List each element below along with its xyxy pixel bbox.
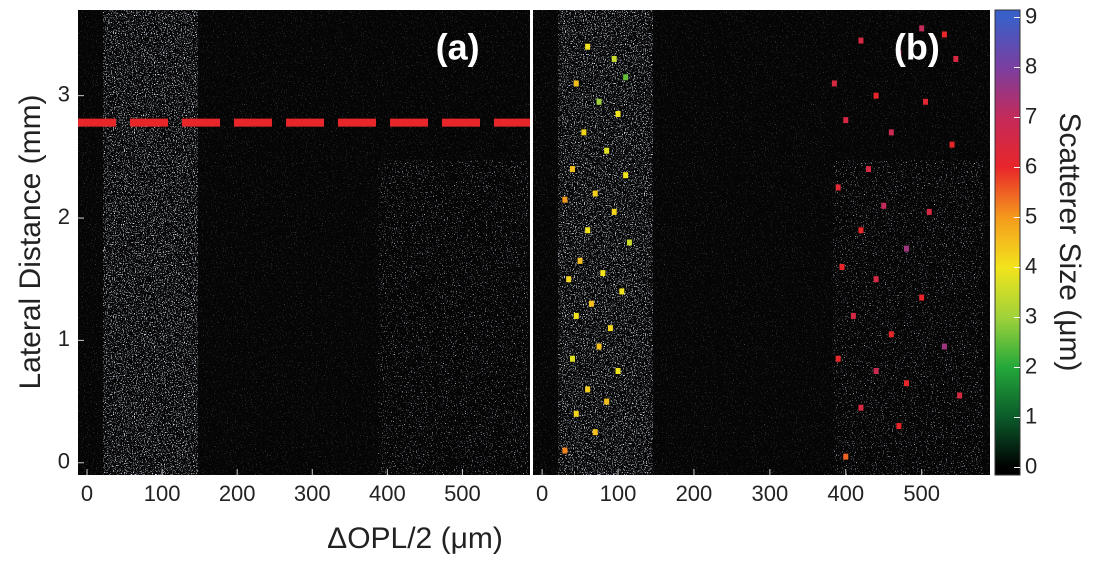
scatterer bbox=[957, 392, 963, 399]
colorbar-tick-label: 0 bbox=[1025, 453, 1037, 478]
speckle bbox=[78, 10, 530, 475]
scatterer bbox=[615, 111, 621, 118]
panel-label: (a) bbox=[436, 27, 480, 68]
x-tick-label: 0 bbox=[536, 481, 548, 506]
colorbar-tick-label: 1 bbox=[1025, 403, 1037, 428]
scatterer bbox=[607, 325, 613, 332]
colorbar-tick-label: 4 bbox=[1025, 253, 1037, 278]
scatterer bbox=[596, 98, 602, 105]
scatterer bbox=[623, 74, 629, 81]
y-tick-label: 0 bbox=[58, 449, 70, 474]
scatterer bbox=[835, 355, 841, 362]
scatterer bbox=[919, 25, 925, 32]
colorbar-tick-label: 5 bbox=[1025, 203, 1037, 228]
y-tick-label: 3 bbox=[58, 81, 70, 106]
x-tick-label: 200 bbox=[676, 481, 713, 506]
scatterer bbox=[569, 355, 575, 362]
scatterer bbox=[611, 208, 617, 215]
x-tick-label: 300 bbox=[294, 481, 331, 506]
scatterer bbox=[566, 276, 572, 283]
scatterer bbox=[881, 202, 887, 209]
colorbar-tick-label: 8 bbox=[1025, 53, 1037, 78]
x-axis-label: ΔOPL/2 (μm) bbox=[327, 522, 503, 555]
colorbar-tick-label: 7 bbox=[1025, 103, 1037, 128]
x-tick-label: 0 bbox=[81, 481, 93, 506]
scatterer bbox=[873, 367, 879, 374]
scatterer bbox=[926, 208, 932, 215]
scatterer bbox=[896, 49, 902, 56]
scatterer bbox=[573, 410, 579, 417]
scatterer bbox=[903, 380, 909, 387]
scatterer bbox=[592, 190, 598, 197]
scatterer bbox=[903, 245, 909, 252]
scatterer bbox=[850, 312, 856, 319]
scatterer bbox=[585, 227, 591, 234]
scatterer bbox=[588, 300, 594, 307]
scatterer bbox=[953, 55, 959, 62]
scatterer bbox=[941, 343, 947, 350]
scatterer bbox=[941, 31, 947, 38]
y-tick-label: 1 bbox=[58, 326, 70, 351]
colorbar-label: Scatterer Size (μm) bbox=[1053, 113, 1086, 372]
y-axis-label: Lateral Distance (mm) bbox=[14, 94, 47, 389]
x-tick-label: 200 bbox=[219, 481, 256, 506]
ticks: 0 100 200 300 400 500 0 100 200 300 400 500 0 1 2 3 0 1 2 3… bbox=[58, 3, 1038, 506]
scatterer bbox=[611, 55, 617, 62]
colorbar-tick-label: 3 bbox=[1025, 303, 1037, 328]
x-tick-label: 400 bbox=[827, 481, 864, 506]
speckle bbox=[533, 10, 990, 475]
scatterer bbox=[843, 453, 849, 460]
colorbar bbox=[994, 9, 1021, 476]
colorbar-tick-label: 2 bbox=[1025, 353, 1037, 378]
colorbar-tick-label: 9 bbox=[1025, 3, 1037, 28]
scatterer bbox=[858, 37, 864, 44]
scatterer bbox=[831, 80, 837, 87]
scatterer bbox=[888, 331, 894, 338]
scatterer bbox=[577, 257, 583, 264]
x-tick-label: 400 bbox=[369, 481, 406, 506]
scatterer bbox=[585, 386, 591, 393]
scatterer bbox=[843, 117, 849, 124]
x-tick-label: 300 bbox=[751, 481, 788, 506]
scatterer bbox=[604, 398, 610, 405]
scatterer bbox=[573, 312, 579, 319]
x-tick-label: 500 bbox=[444, 481, 481, 506]
x-tick-label: 100 bbox=[144, 481, 181, 506]
scatterer bbox=[569, 166, 575, 173]
scatterer bbox=[839, 263, 845, 270]
scatterer bbox=[873, 276, 879, 283]
scatterer bbox=[562, 196, 568, 203]
scatterer bbox=[596, 343, 602, 350]
scatterer bbox=[592, 429, 598, 436]
scatterer bbox=[581, 129, 587, 136]
scatterer bbox=[949, 141, 955, 148]
y-tick-label: 2 bbox=[58, 204, 70, 229]
scatterer bbox=[919, 294, 925, 301]
scatterer bbox=[873, 92, 879, 99]
scatterer bbox=[896, 423, 902, 430]
scatterer bbox=[866, 166, 872, 173]
scatterer bbox=[922, 98, 928, 105]
colorbar-tick-label: 6 bbox=[1025, 153, 1037, 178]
scatterer bbox=[619, 288, 625, 295]
scatterer bbox=[626, 239, 632, 246]
scatterer bbox=[585, 43, 591, 50]
scatterer bbox=[858, 404, 864, 411]
panel-label: (b) bbox=[894, 27, 940, 68]
x-tick-label: 500 bbox=[903, 481, 940, 506]
x-tick-label: 100 bbox=[600, 481, 637, 506]
scatterer bbox=[573, 80, 579, 87]
scatterer bbox=[888, 129, 894, 136]
scatterer bbox=[615, 367, 621, 374]
scatterer bbox=[562, 447, 568, 454]
scatterer bbox=[604, 147, 610, 154]
scatterer bbox=[835, 184, 841, 191]
panels: (a) (b) bbox=[78, 9, 1021, 476]
scatterer bbox=[600, 270, 606, 277]
scatterer bbox=[858, 227, 864, 234]
scatterer bbox=[623, 172, 629, 179]
